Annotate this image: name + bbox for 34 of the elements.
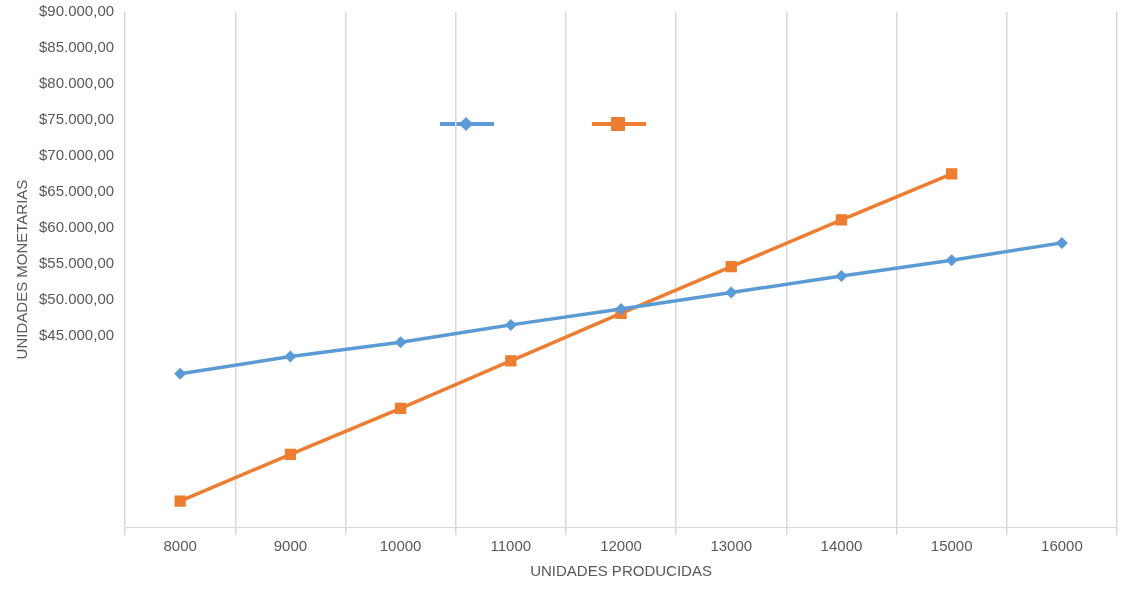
point (945, 254, 958, 267)
y-tick-label: $70.000,00 (39, 146, 115, 163)
y-tick-label: $55.000,00 (39, 253, 115, 271)
x-tick-label: 9000 (273, 537, 308, 555)
point (505, 355, 517, 367)
y-tick-label: $85.000,00 (39, 38, 115, 56)
point (725, 286, 738, 299)
y-tick-label: $60.000,00 (39, 217, 115, 235)
point (835, 269, 848, 282)
x-tick-label: 16000 (1041, 537, 1083, 555)
x-tick-label: 8000 (163, 537, 197, 555)
point (725, 260, 737, 273)
x-tick-label: 13000 (710, 537, 753, 555)
x-axis-title: UNIDADES PRODUCIDAS (530, 562, 712, 580)
x-tick-label: 14000 (820, 537, 863, 555)
y-axis-title: UNIDADES MONETARIAS (13, 179, 31, 360)
y-tick-label: $65.000,00 (39, 181, 115, 199)
point (946, 168, 958, 180)
y-tick-label: $75.000,00 (39, 110, 115, 128)
point (284, 448, 297, 461)
x-tick-label: 10000 (379, 537, 422, 555)
point (284, 350, 297, 363)
x-tick-label: 15000 (930, 537, 973, 555)
y-tick-label: $80.000,00 (39, 74, 115, 92)
point (174, 495, 186, 507)
point (835, 214, 848, 226)
point (174, 367, 187, 380)
y-tick-label: $90.000,00 (39, 2, 115, 20)
x-tick-label: 11000 (490, 537, 532, 555)
point (394, 402, 407, 414)
point (394, 336, 407, 349)
y-tick-label: $45.000,00 (39, 325, 115, 343)
y-tick-label: $50.000,00 (39, 289, 115, 307)
x-tick-label: 12000 (600, 537, 642, 555)
